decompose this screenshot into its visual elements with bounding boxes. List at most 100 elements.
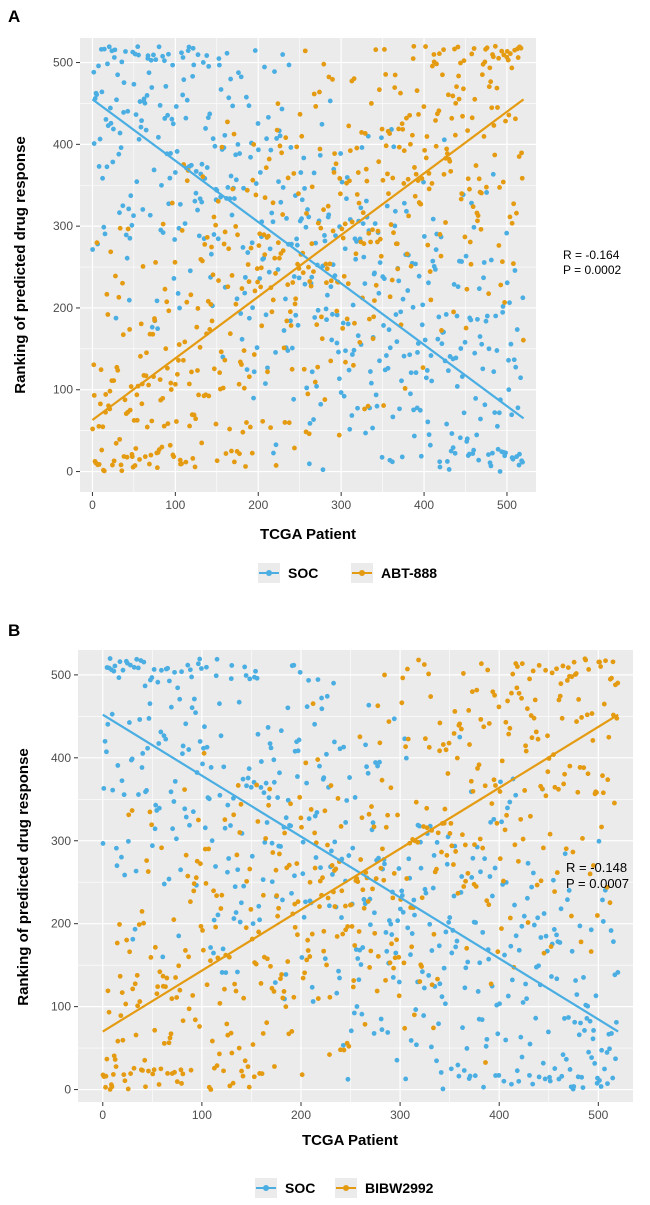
scatter-point-soc: [474, 432, 480, 438]
scatter-point-drug: [519, 695, 524, 701]
scatter-point-drug: [237, 830, 243, 835]
scatter-point-drug: [264, 956, 270, 962]
scatter-point-drug: [503, 118, 508, 124]
scatter-point-soc: [457, 435, 463, 441]
scatter-point-soc: [258, 784, 264, 790]
scatter-point-soc: [228, 676, 234, 682]
scatter-point-soc: [397, 406, 402, 412]
scatter-point-soc: [315, 307, 321, 313]
scatter-point-drug: [366, 811, 372, 817]
scatter-point-drug: [347, 178, 352, 184]
scatter-point-soc: [377, 260, 383, 266]
scatter-point-drug: [234, 852, 240, 858]
scatter-point-soc: [280, 897, 285, 903]
scatter-point-soc: [347, 426, 353, 432]
scatter-point-soc: [273, 442, 279, 448]
scatter-point-soc: [291, 396, 297, 402]
scatter-point-soc: [294, 242, 300, 248]
scatter-point-soc: [246, 103, 252, 109]
scatter-point-drug: [291, 994, 297, 1000]
scatter-point-drug: [486, 291, 492, 297]
scatter-point-soc: [398, 309, 404, 315]
scatter-point-drug: [273, 867, 279, 873]
scatter-point-soc: [353, 256, 359, 262]
scatter-point-soc: [314, 383, 319, 389]
scatter-point-drug: [366, 316, 372, 322]
scatter-point-drug: [577, 764, 583, 770]
scatter-point-drug: [557, 693, 563, 699]
scatter-point-soc: [309, 274, 315, 280]
scatter-point-drug: [165, 1071, 170, 1076]
scatter-point-drug: [280, 248, 286, 254]
scatter-point-soc: [334, 990, 340, 996]
scatter-point-drug: [416, 112, 421, 117]
scatter-point-drug: [375, 703, 381, 709]
scatter-point-soc: [495, 1031, 501, 1037]
scatter-point-soc: [168, 704, 174, 710]
scatter-point-soc: [547, 1074, 552, 1080]
scatter-point-drug: [434, 866, 439, 872]
scatter-point-soc: [497, 469, 503, 474]
scatter-point-drug: [306, 264, 311, 270]
scatter-point-soc: [239, 336, 245, 342]
scatter-point-drug: [389, 277, 395, 283]
scatter-point-drug: [333, 161, 339, 167]
scatter-point-soc: [289, 890, 294, 896]
scatter-point-soc: [394, 339, 400, 345]
scatter-point-soc: [549, 974, 554, 979]
scatter-point-drug: [484, 898, 490, 904]
scatter-point-drug: [209, 244, 214, 250]
scatter-point-drug: [208, 958, 213, 964]
scatter-point-soc: [349, 413, 355, 418]
panel-b-y-axis-label: Ranking of predicted drug response: [15, 748, 32, 1006]
scatter-point-drug: [220, 385, 226, 391]
scatter-point-soc: [189, 705, 195, 711]
scatter-point-soc: [97, 136, 103, 142]
scatter-point-drug: [226, 246, 232, 252]
scatter-point-drug: [171, 917, 177, 923]
scatter-point-drug: [292, 901, 298, 907]
scatter-point-soc: [149, 843, 155, 849]
scatter-point-soc: [288, 145, 294, 150]
scatter-point-soc: [255, 121, 261, 126]
scatter-point-drug: [307, 279, 313, 284]
scatter-point-drug: [469, 51, 475, 57]
scatter-point-drug: [520, 337, 526, 343]
scatter-point-drug: [115, 367, 121, 373]
scatter-point-soc: [472, 1073, 478, 1079]
scatter-point-soc: [217, 701, 222, 707]
scatter-point-drug: [455, 890, 461, 896]
scatter-point-soc: [408, 370, 414, 376]
scatter-point-drug: [409, 944, 415, 950]
scatter-point-soc: [531, 922, 537, 928]
scatter-point-drug: [515, 858, 521, 864]
scatter-point-soc: [423, 890, 429, 896]
scatter-point-soc: [231, 196, 237, 201]
scatter-point-soc: [413, 261, 418, 267]
scatter-point-soc: [344, 798, 350, 803]
scatter-point-soc: [142, 100, 148, 106]
scatter-point-soc: [272, 980, 278, 985]
scatter-point-soc: [204, 664, 209, 670]
scatter-point-drug: [499, 758, 505, 764]
scatter-point-drug: [157, 969, 163, 975]
scatter-point-drug: [448, 168, 454, 174]
scatter-point-drug: [150, 1071, 156, 1077]
scatter-point-drug: [402, 1025, 408, 1031]
scatter-point-soc: [126, 206, 132, 212]
scatter-point-drug: [320, 875, 325, 881]
scatter-point-drug: [221, 1068, 226, 1074]
scatter-point-drug: [263, 165, 269, 171]
scatter-point-soc: [228, 76, 234, 82]
scatter-point-drug: [191, 412, 197, 418]
scatter-point-drug: [453, 849, 459, 854]
scatter-point-soc: [254, 345, 260, 351]
scatter-point-drug: [179, 1081, 184, 1086]
scatter-point-soc: [264, 820, 270, 825]
scatter-point-soc: [513, 364, 519, 370]
scatter-point-soc: [149, 85, 155, 90]
scatter-point-soc: [518, 375, 524, 381]
scatter-point-soc: [137, 99, 143, 104]
scatter-point-drug: [319, 314, 324, 320]
